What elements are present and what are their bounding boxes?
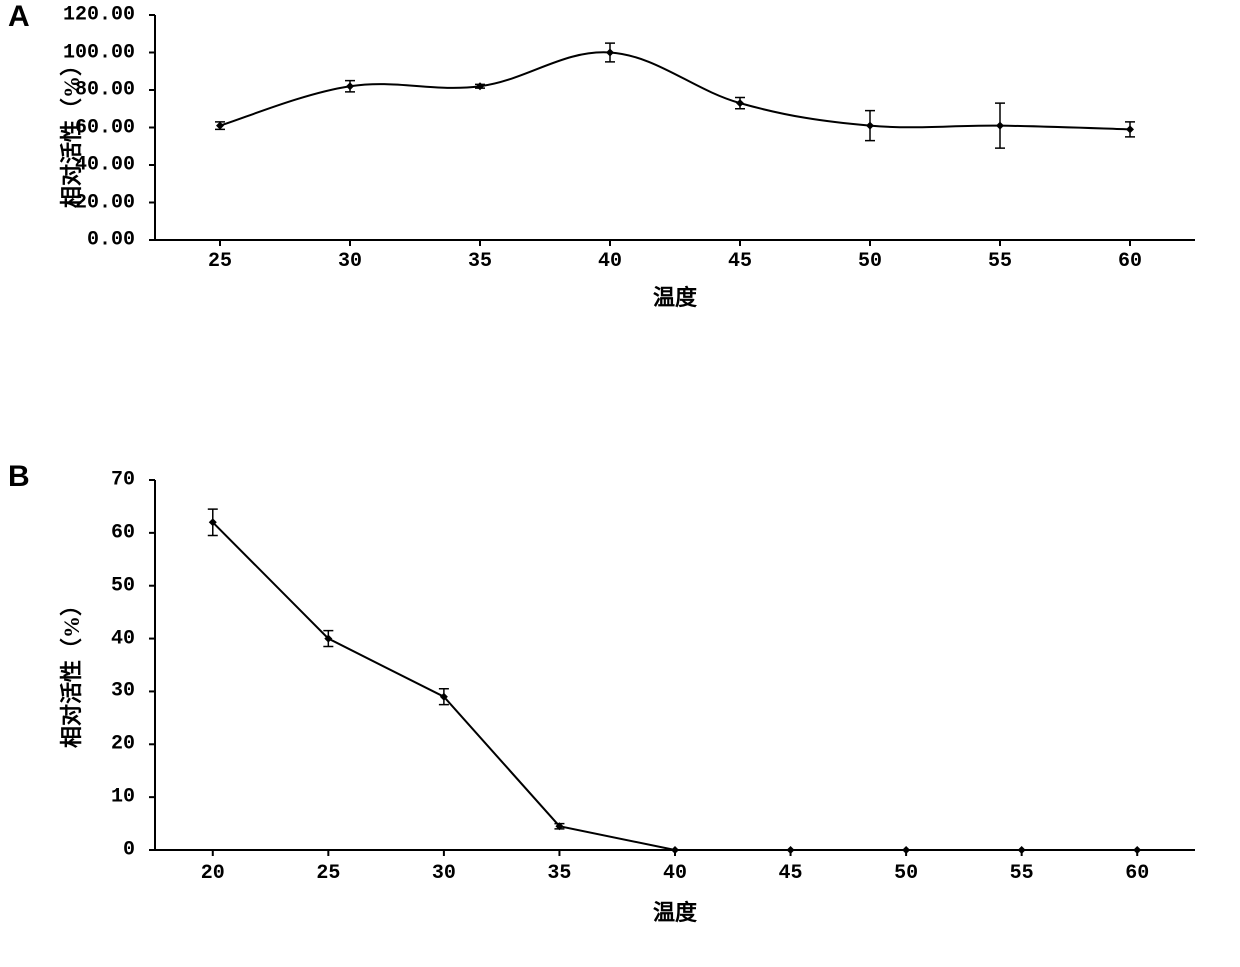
xtick-label: 35 — [468, 250, 492, 273]
xtick-label: 40 — [663, 862, 687, 885]
ytick-label: 80.00 — [75, 79, 135, 102]
xtick-label: 60 — [1118, 250, 1142, 273]
xtick-label: 50 — [894, 862, 918, 885]
xtick-label: 30 — [432, 862, 456, 885]
xtick-label: 45 — [728, 250, 752, 273]
xtick-label: 45 — [779, 862, 803, 885]
ytick-label: 0.00 — [87, 229, 135, 252]
ytick-label: 20 — [111, 733, 135, 756]
xtick-label: 20 — [201, 862, 225, 885]
ytick-label: 70 — [111, 469, 135, 492]
chart-a-yticks: 0.0020.0040.0060.0080.00100.00120.00 — [0, 15, 145, 240]
xtick-label: 50 — [858, 250, 882, 273]
ytick-label: 20.00 — [75, 191, 135, 214]
ytick-label: 120.00 — [63, 4, 135, 27]
ytick-label: 100.00 — [63, 41, 135, 64]
chart-a-xlabel: 温度 — [155, 280, 1195, 312]
xtick-label: 55 — [988, 250, 1012, 273]
ytick-label: 60 — [111, 521, 135, 544]
xtick-label: 25 — [316, 862, 340, 885]
ytick-label: 40 — [111, 627, 135, 650]
chart-a — [155, 15, 1195, 240]
xtick-label: 30 — [338, 250, 362, 273]
ytick-label: 50 — [111, 574, 135, 597]
xtick-label: 40 — [598, 250, 622, 273]
xtick-label: 35 — [547, 862, 571, 885]
xtick-label: 60 — [1125, 862, 1149, 885]
chart-b-yticks: 010203040506070 — [0, 480, 145, 850]
chart-a-svg — [155, 15, 1195, 260]
xtick-label: 25 — [208, 250, 232, 273]
chart-b — [155, 480, 1195, 850]
xtick-label: 55 — [1010, 862, 1034, 885]
ytick-label: 0 — [123, 839, 135, 862]
ytick-label: 60.00 — [75, 116, 135, 139]
ytick-label: 10 — [111, 786, 135, 809]
page-root: A 相对活性（%） 温度 2530354045505560 0.0020.004… — [0, 0, 1240, 967]
ytick-label: 40.00 — [75, 154, 135, 177]
ytick-label: 30 — [111, 680, 135, 703]
chart-b-svg — [155, 480, 1195, 870]
chart-b-xlabel: 温度 — [155, 895, 1195, 927]
